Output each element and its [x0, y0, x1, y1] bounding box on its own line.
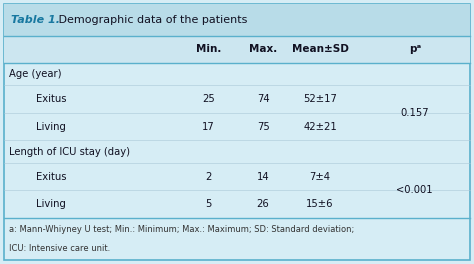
Text: 7±4: 7±4 — [310, 172, 330, 182]
Text: <0.001: <0.001 — [396, 185, 433, 195]
Text: Table 1.: Table 1. — [11, 15, 60, 25]
Text: Exitus: Exitus — [36, 94, 66, 104]
Text: Min.: Min. — [196, 44, 221, 54]
Text: 74: 74 — [257, 94, 269, 104]
Text: Demographic data of the patients: Demographic data of the patients — [55, 15, 248, 25]
Text: 14: 14 — [257, 172, 269, 182]
Text: Max.: Max. — [249, 44, 277, 54]
Text: a: Mann-Whiyney U test; Min.: Minimum; Max.: Maximum; SD: Standard deviation;: a: Mann-Whiyney U test; Min.: Minimum; M… — [9, 225, 354, 234]
Bar — [4, 4, 470, 36]
Text: Mean±SD: Mean±SD — [292, 44, 348, 54]
Text: Living: Living — [36, 199, 65, 209]
Text: 2: 2 — [205, 172, 212, 182]
Text: Exitus: Exitus — [36, 172, 66, 182]
Text: 15±6: 15±6 — [306, 199, 334, 209]
Text: 5: 5 — [205, 199, 212, 209]
Text: pᵃ: pᵃ — [409, 44, 421, 54]
Bar — [4, 36, 470, 63]
Text: 26: 26 — [257, 199, 269, 209]
Text: 42±21: 42±21 — [303, 122, 337, 131]
Text: 52±17: 52±17 — [303, 94, 337, 104]
Text: 75: 75 — [257, 122, 269, 131]
Text: 0.157: 0.157 — [401, 108, 429, 118]
Text: ICU: Intensive care unit.: ICU: Intensive care unit. — [9, 244, 110, 253]
Text: Living: Living — [36, 122, 65, 131]
Text: Length of ICU stay (day): Length of ICU stay (day) — [9, 147, 130, 157]
Text: 25: 25 — [202, 94, 215, 104]
Text: 17: 17 — [202, 122, 215, 131]
Text: Age (year): Age (year) — [9, 69, 62, 79]
